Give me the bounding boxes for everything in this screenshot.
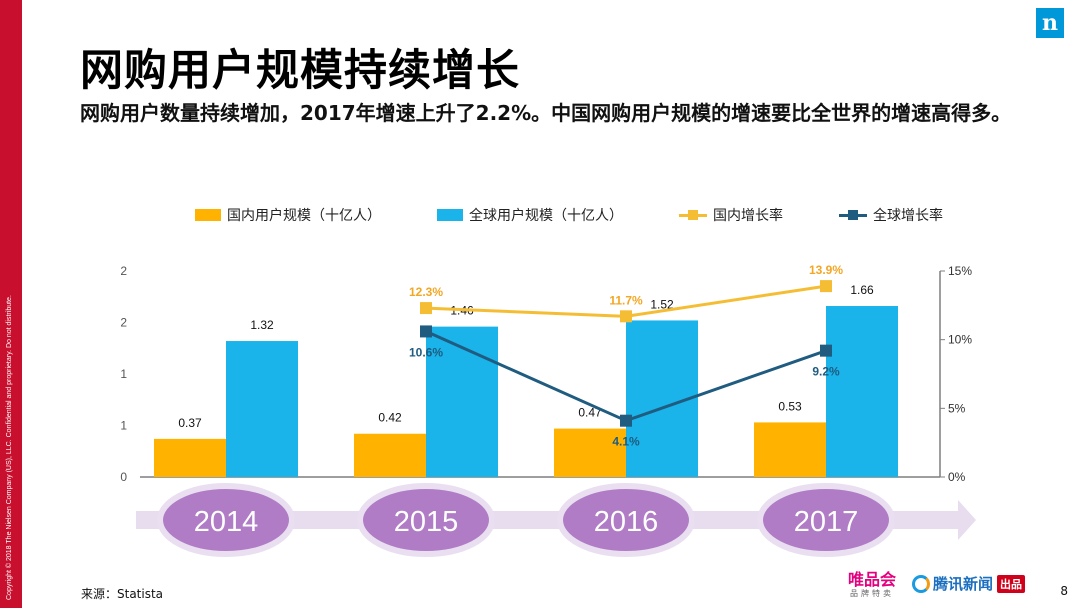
legend-swatch-domestic-users: [195, 209, 221, 221]
page-subtitle: 网购用户数量持续增加，2017年增速上升了2.2%。中国网购用户规模的增速要比全…: [80, 101, 1012, 125]
legend-swatch-global-users: [437, 209, 463, 221]
tencent-news-logo: 腾讯新闻 出品: [912, 573, 1026, 594]
vipshop-logo-main: 唯品会: [847, 570, 896, 589]
bar-label-global-users: 1.66: [850, 283, 874, 297]
bar-domestic-users: [554, 428, 626, 477]
domestic-growth-marker: [620, 310, 632, 323]
year-circle: [557, 483, 695, 557]
legend-label-global-users: 全球用户规模（十亿人）: [469, 208, 623, 224]
vipshop-logo: 唯品会 品牌特卖: [838, 571, 906, 599]
timeline-arrow: [136, 500, 976, 540]
bar-domestic-users: [754, 422, 826, 477]
left-axis-tick-label: 0: [120, 470, 127, 484]
legend-item-global-users: 全球用户规模（十亿人）: [437, 205, 623, 225]
tencent-news-tag: 出品: [997, 574, 1026, 593]
left-axis-tick-label: 1: [120, 367, 127, 381]
legend-label-domestic-growth: 国内增长率: [713, 208, 783, 224]
year-circle: [757, 483, 895, 557]
right-axis-tick-label: 5%: [948, 401, 966, 415]
domestic-growth-data-label: 12.3%: [409, 285, 443, 299]
bar-label-global-users: 1.52: [650, 297, 674, 311]
global-growth-marker: [620, 414, 632, 427]
right-axis-tick-label: 0%: [948, 470, 966, 484]
domestic-growth-data-label: 13.9%: [809, 263, 843, 277]
left-axis-tick-label: 2: [120, 316, 127, 330]
year-label: 2015: [394, 506, 459, 538]
year-label: 2017: [794, 506, 859, 538]
source-note: 来源：Statista: [81, 587, 164, 601]
tencent-news-name: 腾讯新闻: [933, 575, 994, 593]
global-growth-data-label: 9.2%: [812, 365, 840, 379]
global-growth-data-label: 4.1%: [612, 435, 640, 449]
legend-swatch-domestic-growth: [679, 209, 707, 221]
left-axis-tick-label: 2: [120, 264, 127, 278]
side-strip: Copyright © 2018 The Nielsen Company (US…: [0, 0, 22, 608]
right-axis-tick-label: 15%: [948, 264, 972, 278]
year-label: 2016: [594, 506, 659, 538]
legend-label-global-growth: 全球增长率: [873, 208, 943, 224]
vipshop-logo-sub: 品牌特卖: [850, 589, 894, 598]
nielsen-logo: n: [1036, 8, 1064, 38]
year-circle: [157, 483, 295, 557]
page-title: 网购用户规模持续增长: [80, 46, 520, 96]
bar-label-domestic-users: 0.42: [378, 411, 402, 425]
chart-legend: 国内用户规模（十亿人） 全球用户规模（十亿人） 国内增长率 全球增长率: [195, 205, 999, 225]
bar-global-users: [826, 306, 898, 477]
right-axis-tick-label: 10%: [948, 333, 972, 347]
domestic-growth-data-label: 11.7%: [609, 293, 643, 307]
bar-label-domestic-users: 0.37: [178, 416, 202, 430]
bar-global-users: [426, 326, 498, 477]
domestic-growth-marker: [820, 280, 832, 293]
global-growth-marker: [820, 344, 832, 357]
legend-item-domestic-growth: 国内增长率: [679, 205, 783, 225]
domestic-growth-marker: [420, 302, 432, 315]
legend-item-global-growth: 全球增长率: [839, 205, 943, 225]
bar-domestic-users: [354, 433, 426, 477]
global-growth-data-label: 10.6%: [409, 345, 443, 359]
bar-label-global-users: 1.32: [250, 318, 274, 332]
year-label: 2014: [194, 506, 259, 538]
legend-item-domestic-users: 国内用户规模（十亿人）: [195, 205, 381, 225]
global-growth-marker: [420, 325, 432, 338]
year-circle: [357, 483, 495, 557]
bar-domestic-users: [154, 438, 226, 477]
bar-label-domestic-users: 0.47: [578, 406, 602, 420]
bar-global-users: [226, 341, 298, 477]
tencent-news-icon: [912, 574, 930, 593]
bar-label-domestic-users: 0.53: [778, 399, 802, 413]
legend-swatch-global-growth: [839, 209, 867, 221]
page-number: 8: [1060, 584, 1068, 598]
legend-label-domestic-users: 国内用户规模（十亿人）: [227, 208, 381, 224]
left-axis-tick-label: 1: [120, 419, 127, 433]
